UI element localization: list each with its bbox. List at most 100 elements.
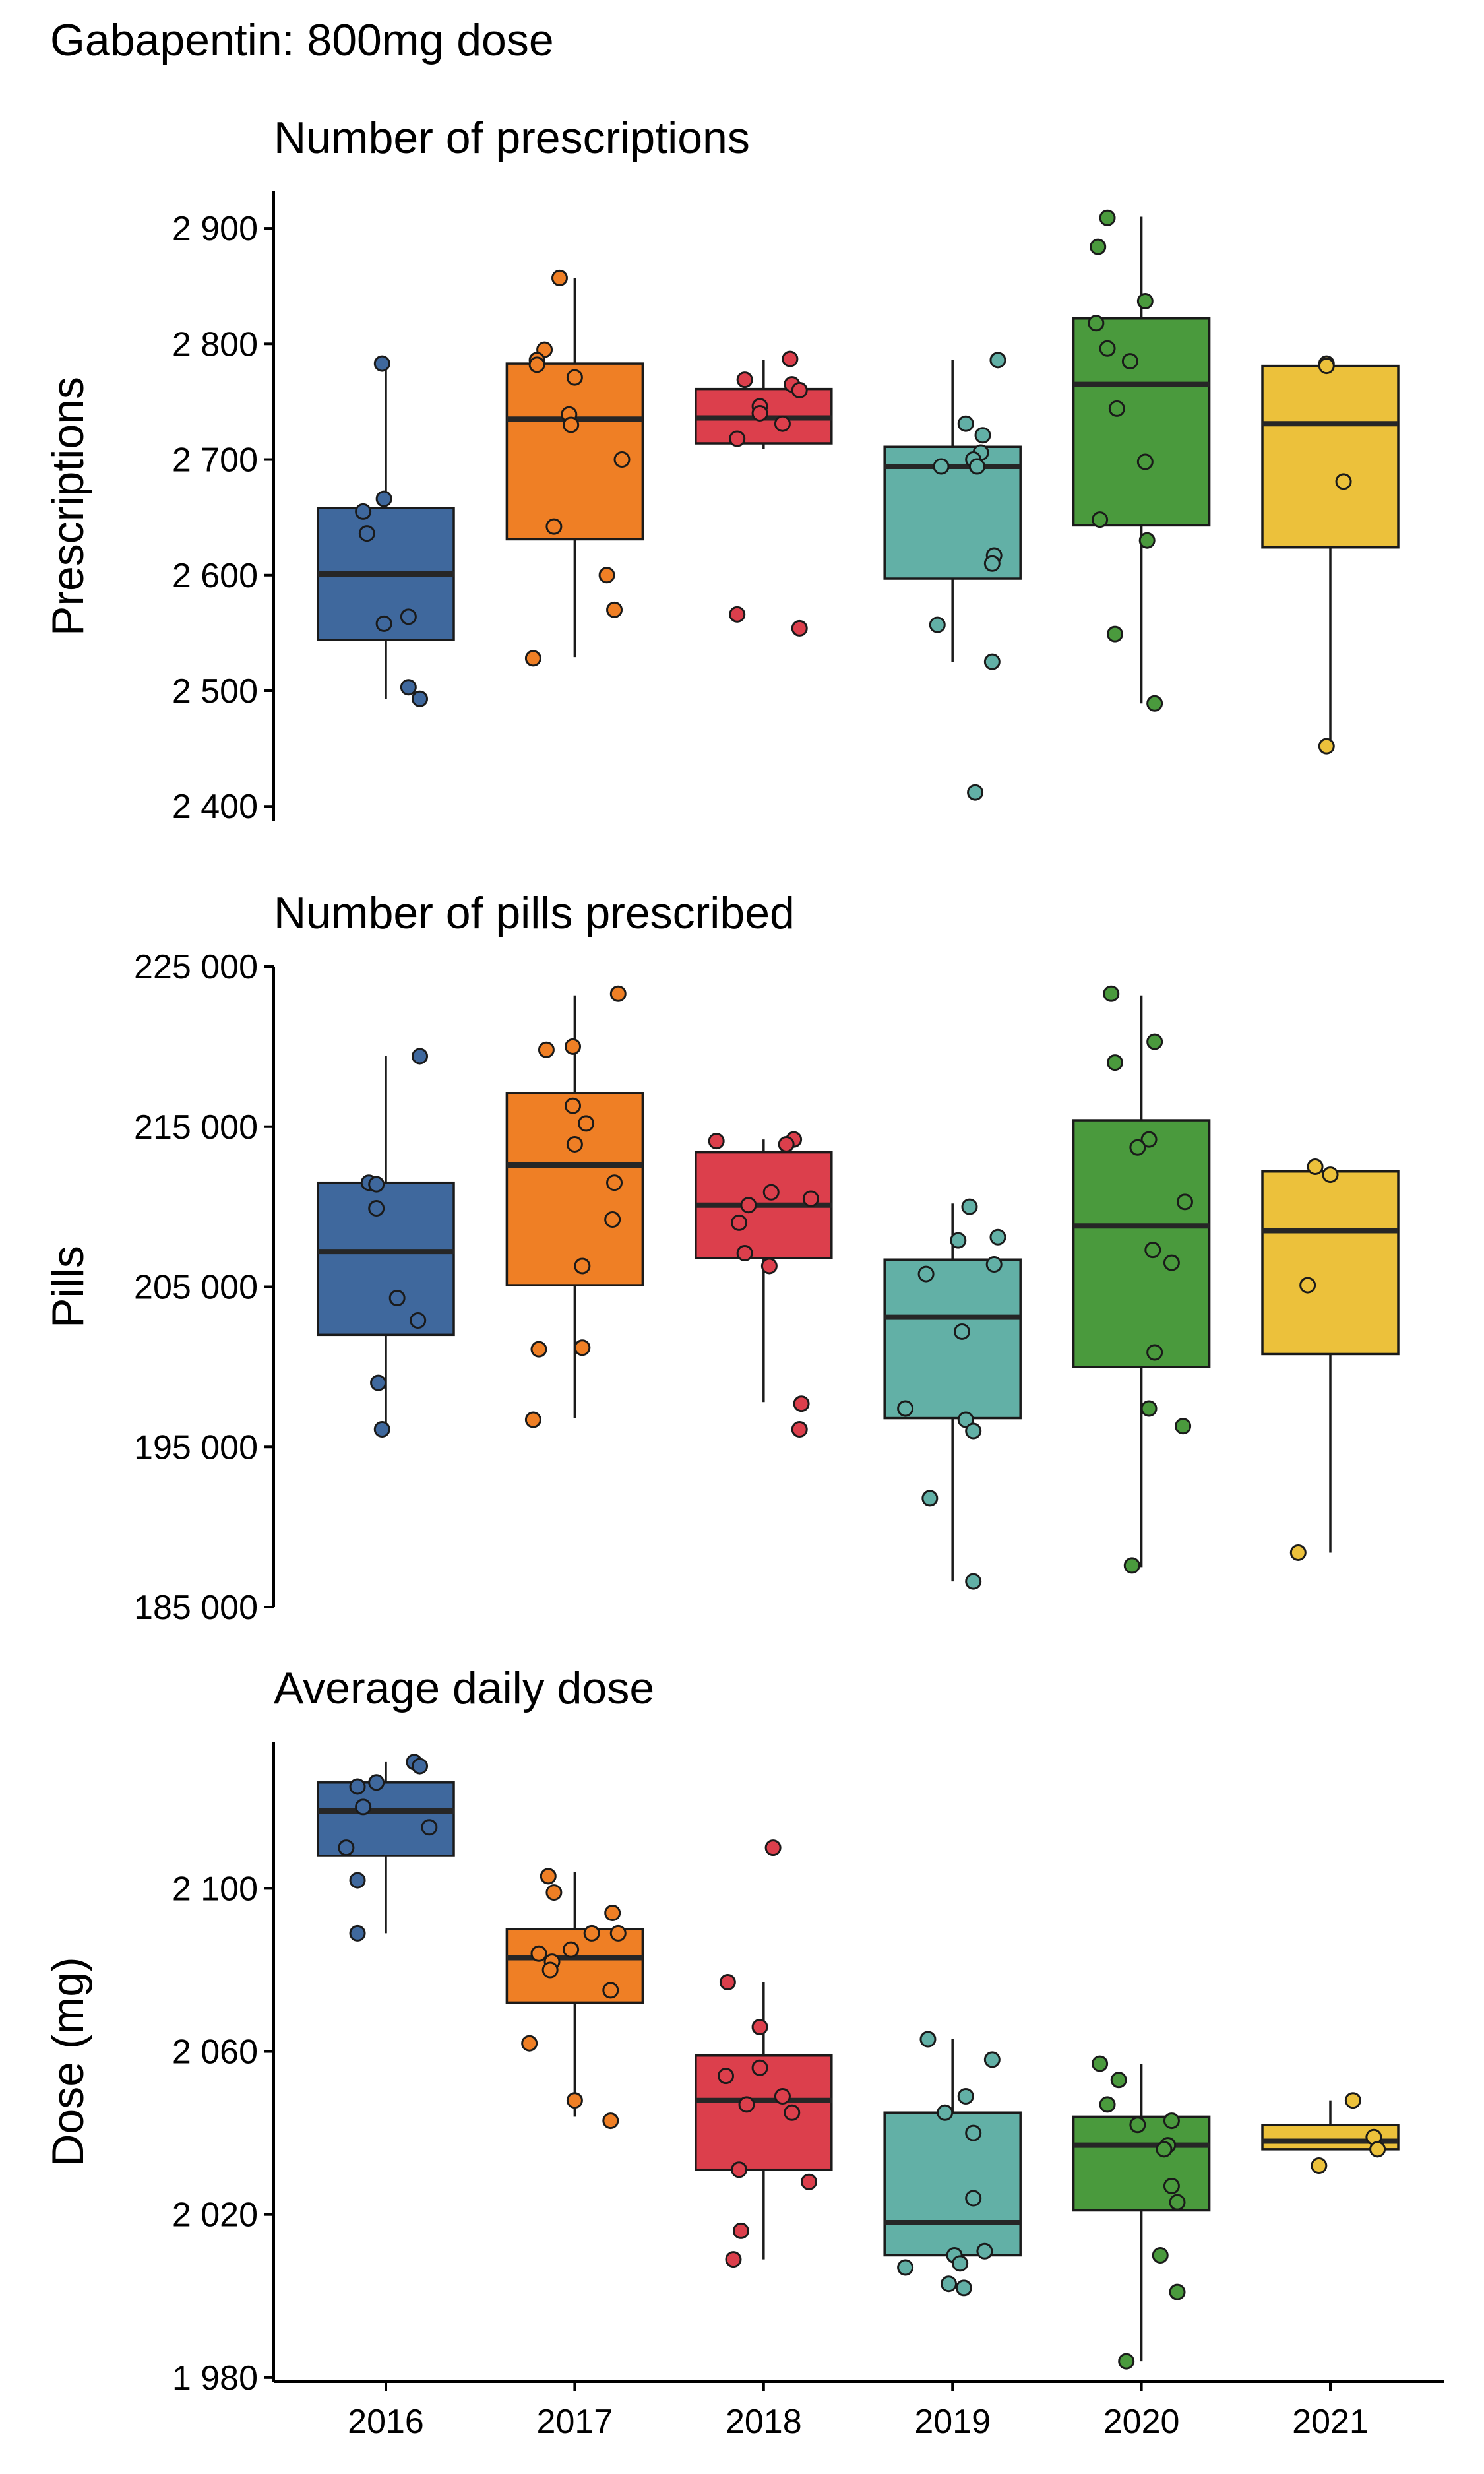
data-point-2019 [974, 427, 991, 444]
data-point-2020 [1140, 1400, 1158, 1417]
data-point-2017 [521, 2035, 538, 2052]
data-point-2019 [968, 458, 985, 475]
data-point-2017 [541, 1961, 559, 1979]
data-point-2018 [731, 2161, 748, 2178]
data-point-2016 [355, 1798, 372, 1816]
data-point-2019 [965, 2124, 982, 2141]
data-point-2021 [1318, 738, 1335, 755]
data-point-2018 [738, 2096, 755, 2113]
data-point-2019 [940, 2275, 957, 2293]
data-point-2017 [566, 1135, 583, 1153]
data-point-2016 [349, 1924, 366, 1942]
data-point-2020 [1110, 2072, 1127, 2089]
data-point-2021 [1318, 358, 1335, 375]
data-point-2020 [1176, 1193, 1193, 1211]
data-point-2020 [1092, 2055, 1109, 2072]
data-point-2020 [1146, 695, 1163, 712]
data-point-2019 [957, 2088, 974, 2105]
data-point-2018 [760, 1257, 778, 1275]
data-point-2016 [412, 690, 429, 707]
x-tick-label: 2017 [537, 2403, 613, 2441]
data-point-2019 [957, 1411, 974, 1428]
data-point-2016 [410, 1312, 427, 1329]
data-point-2016 [338, 1839, 355, 1856]
y-tick-label: 2 400 [172, 788, 258, 826]
iqr-box [1261, 1170, 1400, 1356]
data-point-2021 [1299, 1277, 1316, 1294]
data-point-2019 [989, 1228, 1006, 1246]
iqr-box [1072, 1119, 1211, 1368]
data-point-2019 [965, 2190, 982, 2207]
data-point-2017 [540, 1868, 557, 1885]
y-tick-label: 2 060 [172, 2033, 258, 2072]
data-point-2018 [729, 606, 746, 623]
data-point-2016 [412, 1758, 429, 1775]
data-point-2020 [1152, 2246, 1169, 2264]
box-2017 [505, 995, 644, 1418]
data-point-2020 [1175, 1418, 1192, 1435]
y-tick-label: 2 800 [172, 325, 258, 364]
y-axis-label: Dose (mg) [43, 1957, 93, 2166]
data-point-2016 [400, 679, 417, 696]
data-point-2019 [983, 2051, 1001, 2068]
data-point-2020 [1092, 511, 1109, 528]
data-point-2019 [965, 1422, 982, 1440]
data-point-2018 [764, 1839, 782, 1856]
iqr-box [505, 362, 644, 541]
box-2021 [1261, 1166, 1400, 1553]
data-point-2019 [954, 1323, 971, 1340]
data-point-2019 [952, 2255, 969, 2272]
data-point-2018 [791, 619, 808, 637]
data-point-2020 [1144, 1242, 1161, 1259]
data-point-2018 [736, 371, 753, 389]
data-point-2020 [1121, 353, 1138, 370]
box-2020 [1072, 2064, 1211, 2362]
data-point-2018 [774, 415, 791, 432]
y-tick-label: 205 000 [134, 1269, 258, 1307]
box-2017 [505, 278, 644, 658]
data-point-2017 [551, 269, 568, 286]
data-point-2020 [1163, 2112, 1180, 2130]
y-tick-label: 2 100 [172, 1870, 258, 1908]
data-point-2020 [1088, 315, 1105, 332]
data-point-2017 [530, 1945, 547, 1962]
data-point-2020 [1163, 2177, 1180, 2194]
y-tick-label: 2 500 [172, 672, 258, 711]
box-2017 [505, 1872, 644, 2117]
data-point-2017 [524, 650, 541, 667]
panel-title: Number of prescriptions [274, 113, 750, 163]
prescriptions-panel: Number of prescriptions Prescriptions 2 40… [43, 113, 1400, 826]
data-point-2020 [1129, 2116, 1146, 2134]
data-point-2020 [1099, 2096, 1116, 2113]
data-point-2018 [793, 1395, 810, 1412]
data-point-2017 [574, 1257, 591, 1275]
iqr-box [317, 1781, 455, 1857]
data-point-2019 [933, 458, 950, 475]
data-point-2018 [782, 350, 799, 367]
data-point-2017 [598, 567, 615, 584]
y-tick-label: 2 020 [172, 2196, 258, 2235]
data-point-2017 [604, 1904, 621, 1921]
data-point-2018 [708, 1133, 725, 1150]
data-point-2020 [1163, 1254, 1180, 1271]
data-point-2018 [751, 2059, 768, 2076]
data-point-2020 [1107, 625, 1124, 643]
box-2020 [1072, 995, 1211, 1568]
data-point-2017 [524, 1411, 541, 1428]
data-point-2019 [961, 1198, 978, 1215]
data-point-2017 [545, 1884, 563, 1901]
data-point-2020 [1146, 1344, 1163, 1361]
box-2019 [883, 1203, 1022, 1582]
data-point-2016 [421, 1819, 438, 1836]
data-point-2018 [751, 404, 768, 422]
data-point-2020 [1136, 453, 1154, 470]
data-point-2016 [355, 503, 372, 520]
data-point-2016 [375, 490, 392, 507]
data-point-2018 [802, 1190, 819, 1207]
data-point-2019 [921, 1490, 939, 1507]
data-point-2019 [919, 2031, 937, 2048]
data-point-2019 [983, 653, 1001, 670]
data-point-2018 [778, 1135, 795, 1153]
data-point-2019 [976, 2242, 993, 2260]
